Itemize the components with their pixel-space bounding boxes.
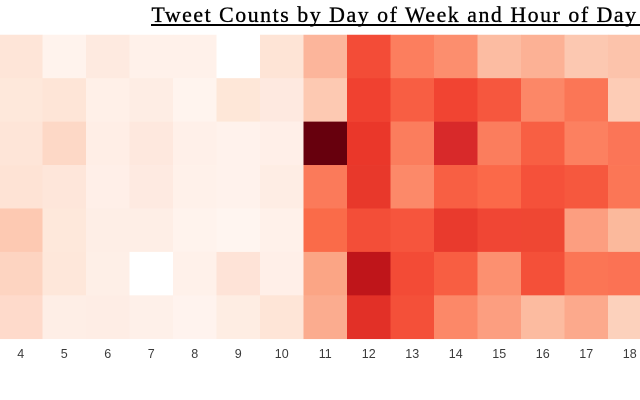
svg-text:6: 6 (104, 347, 111, 361)
svg-text:15: 15 (492, 347, 506, 361)
svg-text:13: 13 (405, 347, 419, 361)
svg-text:12: 12 (362, 347, 376, 361)
svg-text:18: 18 (623, 347, 637, 361)
svg-text:4: 4 (17, 347, 24, 361)
svg-text:5: 5 (61, 347, 68, 361)
svg-text:8: 8 (191, 347, 198, 361)
svg-text:11: 11 (319, 347, 332, 361)
svg-text:16: 16 (536, 347, 550, 361)
svg-text:9: 9 (235, 347, 242, 361)
svg-text:14: 14 (449, 347, 463, 361)
svg-text:17: 17 (579, 347, 593, 361)
svg-text:10: 10 (275, 347, 289, 361)
svg-text:7: 7 (148, 347, 155, 361)
